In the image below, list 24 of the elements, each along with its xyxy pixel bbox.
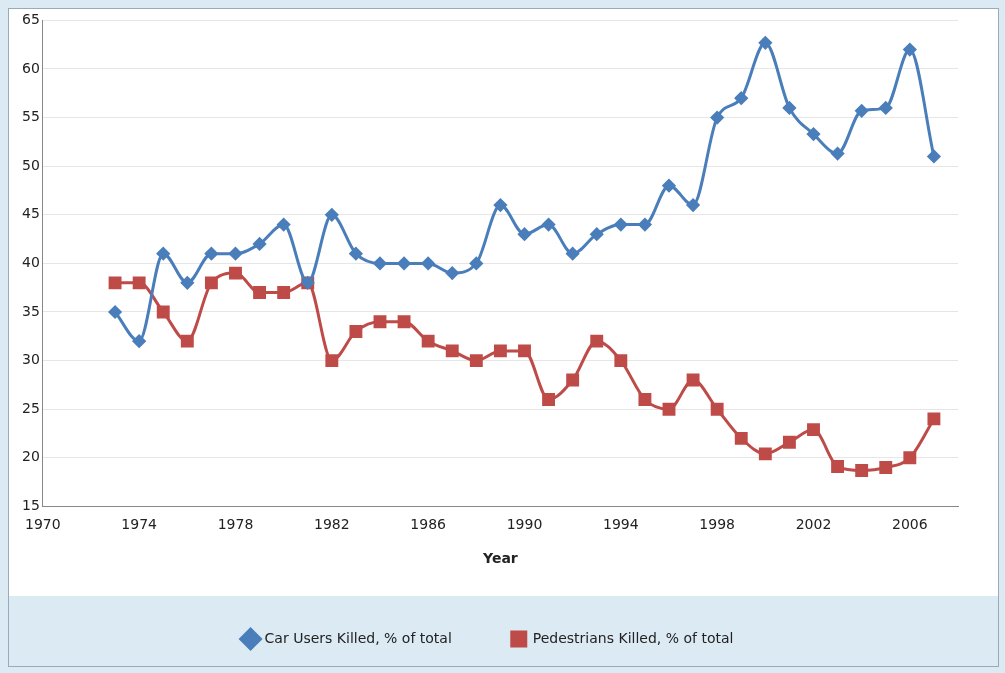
y-tick-label: 30 (21, 351, 40, 368)
x-tick-label: 1970 (24, 516, 61, 533)
legend-label: Car Users Killed, % of total (264, 629, 452, 646)
y-tick-label: 45 (21, 205, 40, 222)
x-tick-label: 1974 (121, 516, 158, 533)
x-tick-label: 2002 (795, 516, 832, 533)
x-tick-label: 1986 (410, 516, 447, 533)
legend-label: Pedestrians Killed, % of total (532, 629, 734, 646)
y-tick-label: 55 (21, 108, 40, 125)
x-tick-label: 1998 (699, 516, 735, 533)
x-axis-title: Year (482, 550, 518, 567)
y-tick-label: 35 (21, 302, 40, 319)
x-tick-label: 2006 (892, 516, 928, 533)
y-tick-label: 25 (21, 399, 40, 416)
x-tick-label: 1990 (506, 516, 543, 533)
y-tick-label: 60 (21, 59, 40, 76)
x-tick-label: 1982 (314, 516, 350, 533)
y-tick-label: 15 (21, 497, 40, 514)
x-tick-label: 1994 (603, 516, 639, 533)
y-tick-label: 50 (21, 156, 40, 173)
y-tick-label: 40 (21, 254, 40, 271)
x-tick-label: 1978 (217, 516, 254, 533)
y-tick-label: 65 (21, 11, 40, 28)
y-tick-label: 20 (21, 448, 40, 465)
